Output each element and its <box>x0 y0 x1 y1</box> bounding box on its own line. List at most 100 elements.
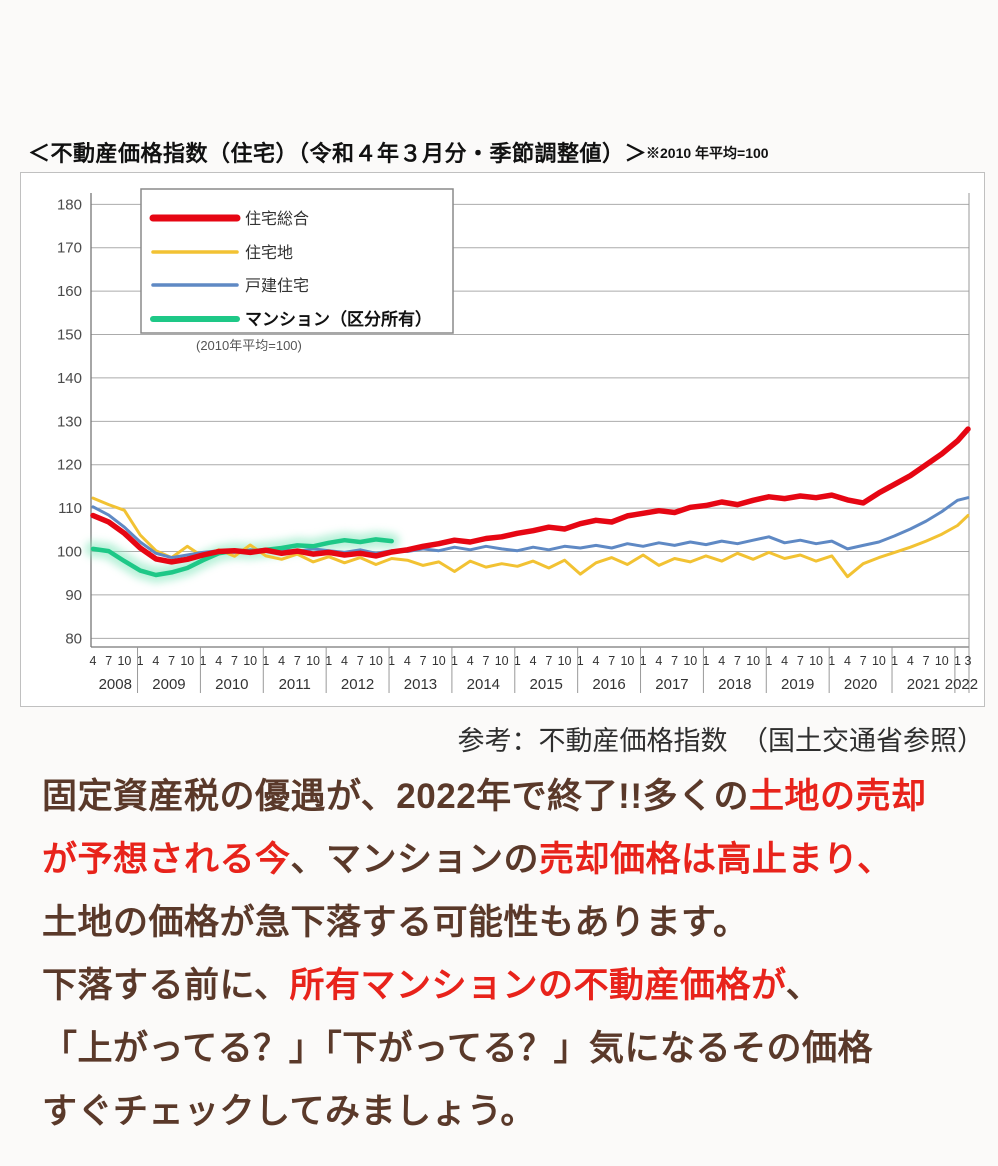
x-tick-label: 1 <box>577 654 584 668</box>
x-tick-label: 7 <box>797 654 804 668</box>
y-axis-label: 140 <box>57 370 82 387</box>
x-tick-label: 4 <box>404 654 411 668</box>
body-text-segment: 「上がってる？」「下がってる？」気になるその価格 <box>42 1029 874 1068</box>
x-year-label: 2008 <box>99 676 132 693</box>
body-text-segment: 固定資産税の優遇が、2022年で終了!!多くの <box>42 777 749 816</box>
y-axis-label: 120 <box>57 457 82 474</box>
body-text-line: 下落する前に、所有マンションの不動産価格が、 <box>42 954 982 1017</box>
x-tick-label: 1 <box>703 654 710 668</box>
chart-source-caption: 参考：不動産価格指数 （国土交通省参照） <box>457 726 985 756</box>
x-tick-label: 1 <box>891 654 898 668</box>
x-tick-label: 1 <box>954 654 961 668</box>
y-axis-label: 80 <box>65 630 82 647</box>
x-tick-label: 4 <box>215 654 222 668</box>
y-axis-label: 150 <box>57 327 82 344</box>
body-text-segment: 、 <box>785 966 822 1005</box>
x-tick-label: 7 <box>231 654 238 668</box>
body-text-segment: 、マンションの <box>290 840 540 879</box>
x-tick-label: 1 <box>262 654 269 668</box>
x-tick-label: 1 <box>451 654 458 668</box>
x-tick-label: 7 <box>105 654 112 668</box>
x-tick-label: 10 <box>935 654 949 668</box>
series-line-1 <box>91 496 970 579</box>
x-year-label: 2022 <box>945 676 978 693</box>
x-year-label: 2017 <box>655 676 688 693</box>
body-text-segment: 所有マンションの不動産価格が <box>289 966 786 1005</box>
x-year-label: 2013 <box>404 676 437 693</box>
x-tick-label: 3 <box>965 654 972 668</box>
x-tick-label: 10 <box>746 654 760 668</box>
y-axis-label: 90 <box>65 587 82 604</box>
x-year-label: 2019 <box>781 676 814 693</box>
x-tick-label: 1 <box>137 654 144 668</box>
x-tick-label: 4 <box>655 654 662 668</box>
x-tick-label: 7 <box>860 654 867 668</box>
x-year-label: 2012 <box>341 676 374 693</box>
x-tick-label: 4 <box>593 654 600 668</box>
x-tick-label: 7 <box>420 654 427 668</box>
x-tick-label: 1 <box>828 654 835 668</box>
body-text-segment: が予想される今 <box>42 840 291 879</box>
body-text-line: 「上がってる？」「下がってる？」気になるその価格 <box>42 1017 982 1080</box>
x-tick-label: 4 <box>844 654 851 668</box>
body-text-segment: 下落する前に、 <box>42 966 290 1005</box>
legend-label: 戸建住宅 <box>245 277 309 295</box>
legend-label: 住宅総合 <box>245 210 309 228</box>
x-year-label: 2010 <box>215 676 248 693</box>
x-tick-label: 7 <box>734 654 741 668</box>
x-year-label: 2018 <box>718 676 751 693</box>
x-tick-label: 1 <box>200 654 207 668</box>
x-tick-label: 4 <box>278 654 285 668</box>
body-text-line: すぐチェックしてみましょう。 <box>42 1080 982 1143</box>
y-axis-label: 160 <box>57 283 82 300</box>
legend-label: 住宅地 <box>245 244 293 262</box>
x-year-label: 2009 <box>152 676 185 693</box>
x-tick-label: 10 <box>683 654 697 668</box>
x-tick-label: 4 <box>467 654 474 668</box>
x-tick-label: 1 <box>765 654 772 668</box>
legend-box <box>140 188 454 334</box>
x-tick-label: 4 <box>90 654 97 668</box>
x-tick-label: 10 <box>432 654 446 668</box>
x-tick-label: 10 <box>558 654 572 668</box>
body-text-line: 固定資産税の優遇が、2022年で終了!!多くの土地の売却 <box>42 765 982 828</box>
x-tick-label: 1 <box>640 654 647 668</box>
x-tick-label: 7 <box>608 654 615 668</box>
x-tick-label: 10 <box>872 654 886 668</box>
x-tick-label: 4 <box>530 654 537 668</box>
x-year-label: 2020 <box>844 676 877 693</box>
body-text-segment: 売却価格は高止まり、 <box>539 840 893 879</box>
y-axis-label: 130 <box>57 413 82 430</box>
y-axis-label: 100 <box>57 544 82 561</box>
x-tick-label: 10 <box>809 654 823 668</box>
x-tick-label: 10 <box>117 654 131 668</box>
page-title: ＜不動産価格指数（住宅）（令和４年３月分・季節調整値）＞ <box>28 141 648 166</box>
body-text-line: 土地の価格が急下落する可能性もあります。 <box>42 891 982 954</box>
x-tick-label: 7 <box>357 654 364 668</box>
x-tick-label: 10 <box>495 654 509 668</box>
x-year-label: 2011 <box>279 676 311 693</box>
x-tick-label: 4 <box>718 654 725 668</box>
x-tick-label: 1 <box>325 654 332 668</box>
x-year-label: 2015 <box>530 676 563 693</box>
x-tick-label: 4 <box>341 654 348 668</box>
body-text: 固定資産税の優遇が、2022年で終了!!多くの土地の売却 が予想される今、マンショ… <box>42 765 982 1143</box>
x-tick-label: 4 <box>152 654 159 668</box>
legend-label: マンション（区分所有） <box>245 309 432 329</box>
body-text-segment: 土地の売却 <box>748 777 927 816</box>
x-tick-label: 1 <box>514 654 521 668</box>
series-line-4 <box>90 426 971 565</box>
x-tick-label: 7 <box>482 654 489 668</box>
y-axis-label: 180 <box>57 196 82 213</box>
body-text-segment: すぐチェックしてみましょう。 <box>42 1092 536 1131</box>
x-tick-label: 4 <box>907 654 914 668</box>
body-text-line: が予想される今、マンションの売却価格は高止まり、 <box>42 828 982 891</box>
x-tick-label: 10 <box>243 654 257 668</box>
x-tick-label: 7 <box>545 654 552 668</box>
x-tick-label: 4 <box>781 654 788 668</box>
legend-note: (2010年平均=100) <box>196 338 302 353</box>
x-tick-label: 1 <box>388 654 395 668</box>
x-tick-label: 10 <box>180 654 194 668</box>
y-axis-label: 170 <box>57 240 82 257</box>
